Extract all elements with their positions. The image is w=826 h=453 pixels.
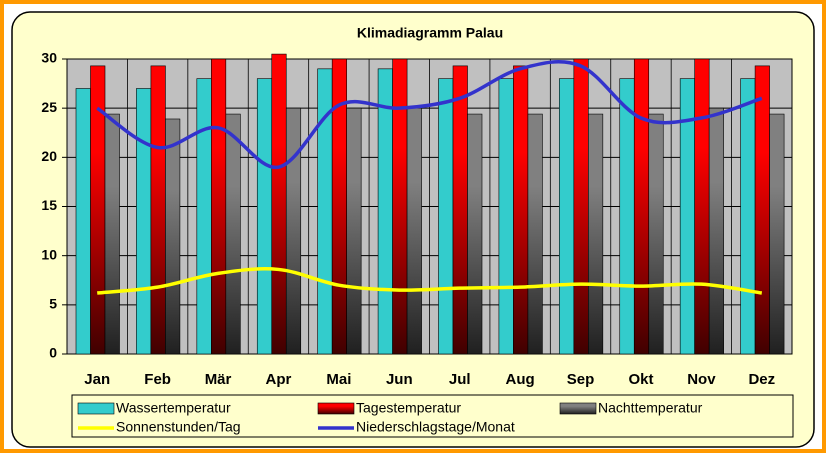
legend-label: Wassertemperatur bbox=[116, 400, 231, 416]
bar bbox=[377, 68, 393, 355]
bar bbox=[285, 107, 302, 355]
x-tick-label: Jun bbox=[386, 371, 413, 388]
bar bbox=[740, 78, 756, 355]
bar bbox=[513, 65, 529, 355]
y-tick-label: 20 bbox=[41, 148, 57, 164]
y-tick-label: 15 bbox=[41, 197, 57, 213]
bar bbox=[527, 113, 543, 355]
bar bbox=[467, 113, 483, 355]
bar bbox=[392, 58, 408, 355]
bar bbox=[619, 78, 635, 355]
legend-label: Niederschlagstage/Monat bbox=[356, 419, 515, 435]
bar bbox=[754, 65, 770, 355]
bar bbox=[648, 113, 664, 355]
bar bbox=[498, 78, 514, 355]
bar bbox=[769, 113, 785, 355]
bar bbox=[165, 118, 181, 355]
x-tick-label: Mai bbox=[326, 371, 351, 388]
x-tick-label: Dez bbox=[748, 371, 775, 388]
legend-label: Sonnenstunden/Tag bbox=[116, 419, 241, 435]
bar bbox=[708, 107, 724, 355]
bar bbox=[75, 88, 91, 355]
bar bbox=[559, 78, 575, 355]
bar bbox=[346, 107, 362, 355]
bar bbox=[588, 113, 604, 355]
x-tick-label: Nov bbox=[687, 371, 716, 388]
y-tick-label: 25 bbox=[41, 99, 57, 115]
x-tick-label: Sep bbox=[567, 371, 595, 388]
bar bbox=[150, 65, 166, 355]
x-tick-label: Jan bbox=[84, 371, 110, 388]
bar bbox=[211, 58, 227, 355]
x-tick-label: Okt bbox=[628, 371, 653, 388]
bar bbox=[196, 78, 212, 355]
bar bbox=[452, 65, 468, 355]
x-tick-label: Aug bbox=[506, 371, 535, 388]
bar bbox=[633, 58, 650, 355]
legend bbox=[71, 394, 794, 438]
bar bbox=[104, 113, 120, 355]
y-tick-label: 30 bbox=[41, 50, 57, 66]
x-tick-label: Mär bbox=[205, 371, 232, 388]
bar bbox=[694, 58, 710, 355]
bar bbox=[271, 53, 287, 355]
legend-swatch bbox=[317, 402, 355, 415]
bar bbox=[438, 78, 454, 355]
y-tick-label: 0 bbox=[49, 345, 57, 361]
x-tick-label: Jul bbox=[449, 371, 471, 388]
x-tick-label: Apr bbox=[266, 371, 292, 388]
bar bbox=[256, 78, 273, 355]
line bbox=[97, 267, 763, 295]
bar bbox=[225, 113, 241, 355]
bar bbox=[573, 58, 589, 355]
legend-label: Tagestemperatur bbox=[356, 400, 461, 416]
legend-label: Nachttemperatur bbox=[598, 400, 703, 416]
legend-swatch bbox=[559, 402, 597, 415]
bar bbox=[136, 88, 152, 355]
chart-title: Klimadiagramm Palau bbox=[357, 25, 503, 41]
bar bbox=[406, 107, 422, 355]
x-tick-label: Feb bbox=[144, 371, 171, 388]
legend-swatch bbox=[77, 402, 115, 415]
y-tick-label: 5 bbox=[49, 296, 57, 312]
y-tick-label: 10 bbox=[41, 246, 57, 262]
line bbox=[96, 60, 763, 169]
